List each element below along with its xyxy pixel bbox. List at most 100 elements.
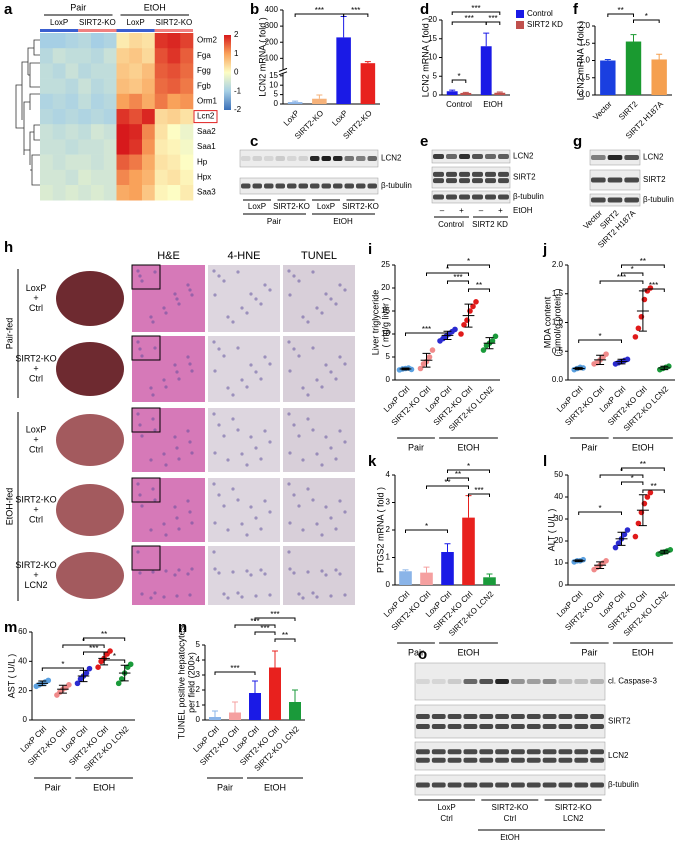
cell-nucleus — [190, 293, 194, 297]
cell-nucleus — [186, 499, 190, 503]
blot-band — [447, 679, 462, 684]
blot-band — [542, 757, 557, 763]
blot-band — [310, 183, 320, 189]
band-label: β-tubulin — [643, 195, 674, 204]
blot-band — [459, 194, 470, 200]
cell-nucleus — [301, 596, 305, 600]
column-label: LoxP — [127, 18, 145, 27]
cell-nucleus — [240, 378, 244, 382]
cell-nucleus — [226, 596, 230, 600]
legend-swatch — [516, 21, 524, 29]
lane-label: LoxP — [248, 202, 266, 211]
blot-band — [542, 749, 557, 755]
cell-nucleus — [190, 521, 194, 525]
bar — [462, 517, 475, 585]
cell-nucleus — [162, 378, 166, 382]
y-tick-label: 0 — [274, 99, 279, 108]
cell-nucleus — [311, 591, 315, 595]
heatmap-cell — [91, 78, 105, 95]
heatmap-cell — [142, 139, 156, 155]
heatmap-cell — [180, 48, 194, 64]
cell-nucleus — [263, 429, 267, 433]
error-bar — [574, 559, 583, 563]
row-label: Saa2 — [197, 127, 216, 136]
y-axis-label: LCN2 mRNA ( fold ) — [420, 18, 430, 98]
significance-label: ** — [455, 470, 461, 479]
data-point — [127, 661, 134, 668]
significance-bracket — [621, 467, 665, 471]
y-tick-label: 0.0 — [552, 375, 564, 384]
bar — [600, 60, 616, 95]
heatmap-cell — [180, 78, 194, 95]
colorbar — [224, 35, 231, 110]
error-bar — [604, 58, 611, 61]
blot-band — [607, 155, 623, 160]
cell-nucleus — [164, 533, 168, 537]
cell-nucleus — [164, 463, 168, 467]
cell-nucleus — [297, 504, 301, 508]
significance-label: *** — [465, 14, 474, 23]
cell-nucleus — [212, 269, 216, 273]
cell-nucleus — [175, 446, 179, 450]
cell-nucleus — [292, 423, 296, 427]
significance-label: * — [113, 652, 116, 661]
heatmap-cell — [65, 78, 79, 95]
cell-nucleus — [249, 435, 253, 439]
panel-label: n — [178, 619, 187, 636]
error-bar — [596, 354, 605, 365]
colorbar-label: -1 — [234, 86, 242, 95]
heatmap-cell — [167, 139, 181, 155]
bar — [460, 92, 472, 95]
significance-bracket — [451, 79, 467, 83]
cell-nucleus — [245, 385, 249, 389]
data-point — [74, 680, 81, 687]
blot-band — [526, 679, 541, 684]
cell-nucleus — [334, 377, 338, 381]
liver-photo — [56, 552, 124, 599]
blot-band — [607, 197, 623, 203]
panel-label: m — [4, 619, 17, 636]
blot-band — [287, 156, 297, 161]
cell-nucleus — [140, 354, 144, 358]
heatmap-cell — [180, 93, 194, 110]
blot-band — [526, 782, 541, 788]
cell-nucleus — [173, 505, 177, 509]
cell-nucleus — [151, 393, 155, 397]
y-tick-label: 0 — [196, 715, 201, 724]
y-tick-label: 1.5 — [552, 289, 564, 298]
data-point — [667, 547, 674, 553]
heatmap-cell — [40, 93, 54, 110]
error-bar — [449, 89, 456, 92]
y-tick-label: 1 — [386, 553, 391, 562]
blot-band — [472, 178, 483, 184]
heatmap-cell — [167, 33, 181, 49]
y-tick-label: 15 — [269, 71, 278, 80]
cell-nucleus — [259, 302, 263, 306]
heatmap-cell — [167, 185, 181, 201]
heatmap-cell — [129, 124, 143, 140]
heatmap-cell — [52, 124, 66, 140]
heatmap-cell — [65, 33, 79, 49]
blot-band — [479, 723, 494, 729]
cell-nucleus — [268, 510, 272, 514]
row-label: Fgg — [197, 66, 211, 75]
bar — [480, 46, 492, 95]
liver-photo — [56, 414, 124, 466]
micrograph — [283, 408, 355, 472]
blot-band — [252, 183, 262, 189]
group-label: EtOH — [333, 217, 353, 226]
cell-nucleus — [288, 567, 292, 571]
blot-band — [498, 194, 509, 200]
data-point — [426, 354, 433, 360]
blot-band — [321, 183, 331, 189]
blot-band — [241, 183, 251, 189]
data-point — [95, 664, 101, 671]
heatmap-cell — [52, 33, 66, 49]
row-label: Saa3 — [197, 188, 216, 197]
significance-label: * — [457, 72, 460, 81]
panel-label: k — [368, 453, 377, 470]
bar — [420, 572, 433, 585]
cell-nucleus — [151, 570, 155, 574]
cell-nucleus — [140, 504, 144, 508]
error-bar — [596, 561, 605, 569]
